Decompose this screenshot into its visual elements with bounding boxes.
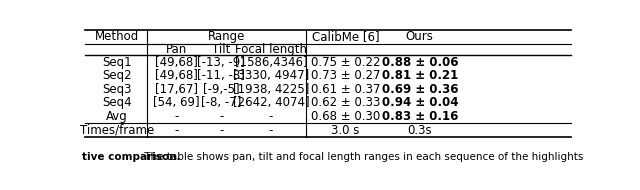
Text: [3330, 4947]: [3330, 4947] <box>233 69 309 82</box>
Text: [17,67]: [17,67] <box>156 83 198 96</box>
Text: Avg: Avg <box>106 110 128 123</box>
Text: -: - <box>269 124 273 137</box>
Text: -: - <box>175 124 179 137</box>
Text: [2642, 4074]: [2642, 4074] <box>233 96 309 109</box>
Text: Focal length: Focal length <box>235 43 307 56</box>
Text: 0.62 ± 0.33: 0.62 ± 0.33 <box>310 96 380 109</box>
Text: 3.0 s: 3.0 s <box>331 124 360 137</box>
Text: -: - <box>219 110 223 123</box>
Text: [-11, -8]: [-11, -8] <box>197 69 245 82</box>
Text: 0.94 ± 0.04: 0.94 ± 0.04 <box>381 96 458 109</box>
Text: -: - <box>175 110 179 123</box>
Text: Ours: Ours <box>406 30 434 44</box>
Text: -: - <box>269 110 273 123</box>
Text: [1938, 4225]: [1938, 4225] <box>233 83 309 96</box>
Text: 0.81 ± 0.21: 0.81 ± 0.21 <box>381 69 458 82</box>
Text: tive comparison.: tive comparison. <box>83 152 181 162</box>
Text: 0.73 ± 0.27: 0.73 ± 0.27 <box>310 69 380 82</box>
Text: -: - <box>219 124 223 137</box>
Text: The table shows pan, tilt and focal length ranges in each sequence of the highli: The table shows pan, tilt and focal leng… <box>141 152 583 162</box>
Text: Tilt: Tilt <box>212 43 230 56</box>
Text: 0.88 ± 0.06: 0.88 ± 0.06 <box>381 56 458 69</box>
Text: CalibMe [6]: CalibMe [6] <box>312 30 379 44</box>
Text: [54, 69]: [54, 69] <box>154 96 200 109</box>
Text: 0.83 ± 0.16: 0.83 ± 0.16 <box>381 110 458 123</box>
Text: [1586,4346]: [1586,4346] <box>235 56 307 69</box>
Text: Seq2: Seq2 <box>102 69 132 82</box>
Text: 0.3s: 0.3s <box>408 124 432 137</box>
Text: Times/frame: Times/frame <box>80 124 154 137</box>
Text: 0.69 ± 0.36: 0.69 ± 0.36 <box>381 83 458 96</box>
Text: 0.68 ± 0.30: 0.68 ± 0.30 <box>311 110 380 123</box>
Text: [-8, -7]: [-8, -7] <box>201 96 241 109</box>
Text: Seq3: Seq3 <box>102 83 132 96</box>
Text: [-13, -9]: [-13, -9] <box>197 56 245 69</box>
Text: Seq4: Seq4 <box>102 96 132 109</box>
Text: 0.75 ± 0.22: 0.75 ± 0.22 <box>310 56 380 69</box>
Text: 0.61 ± 0.37: 0.61 ± 0.37 <box>310 83 380 96</box>
Text: Method: Method <box>95 30 140 44</box>
Text: Pan: Pan <box>166 43 188 56</box>
Text: Seq1: Seq1 <box>102 56 132 69</box>
Text: [-9,-5]: [-9,-5] <box>203 83 239 96</box>
Text: [49,68]: [49,68] <box>156 69 198 82</box>
Text: Range: Range <box>207 30 245 44</box>
Text: [49,68]: [49,68] <box>156 56 198 69</box>
